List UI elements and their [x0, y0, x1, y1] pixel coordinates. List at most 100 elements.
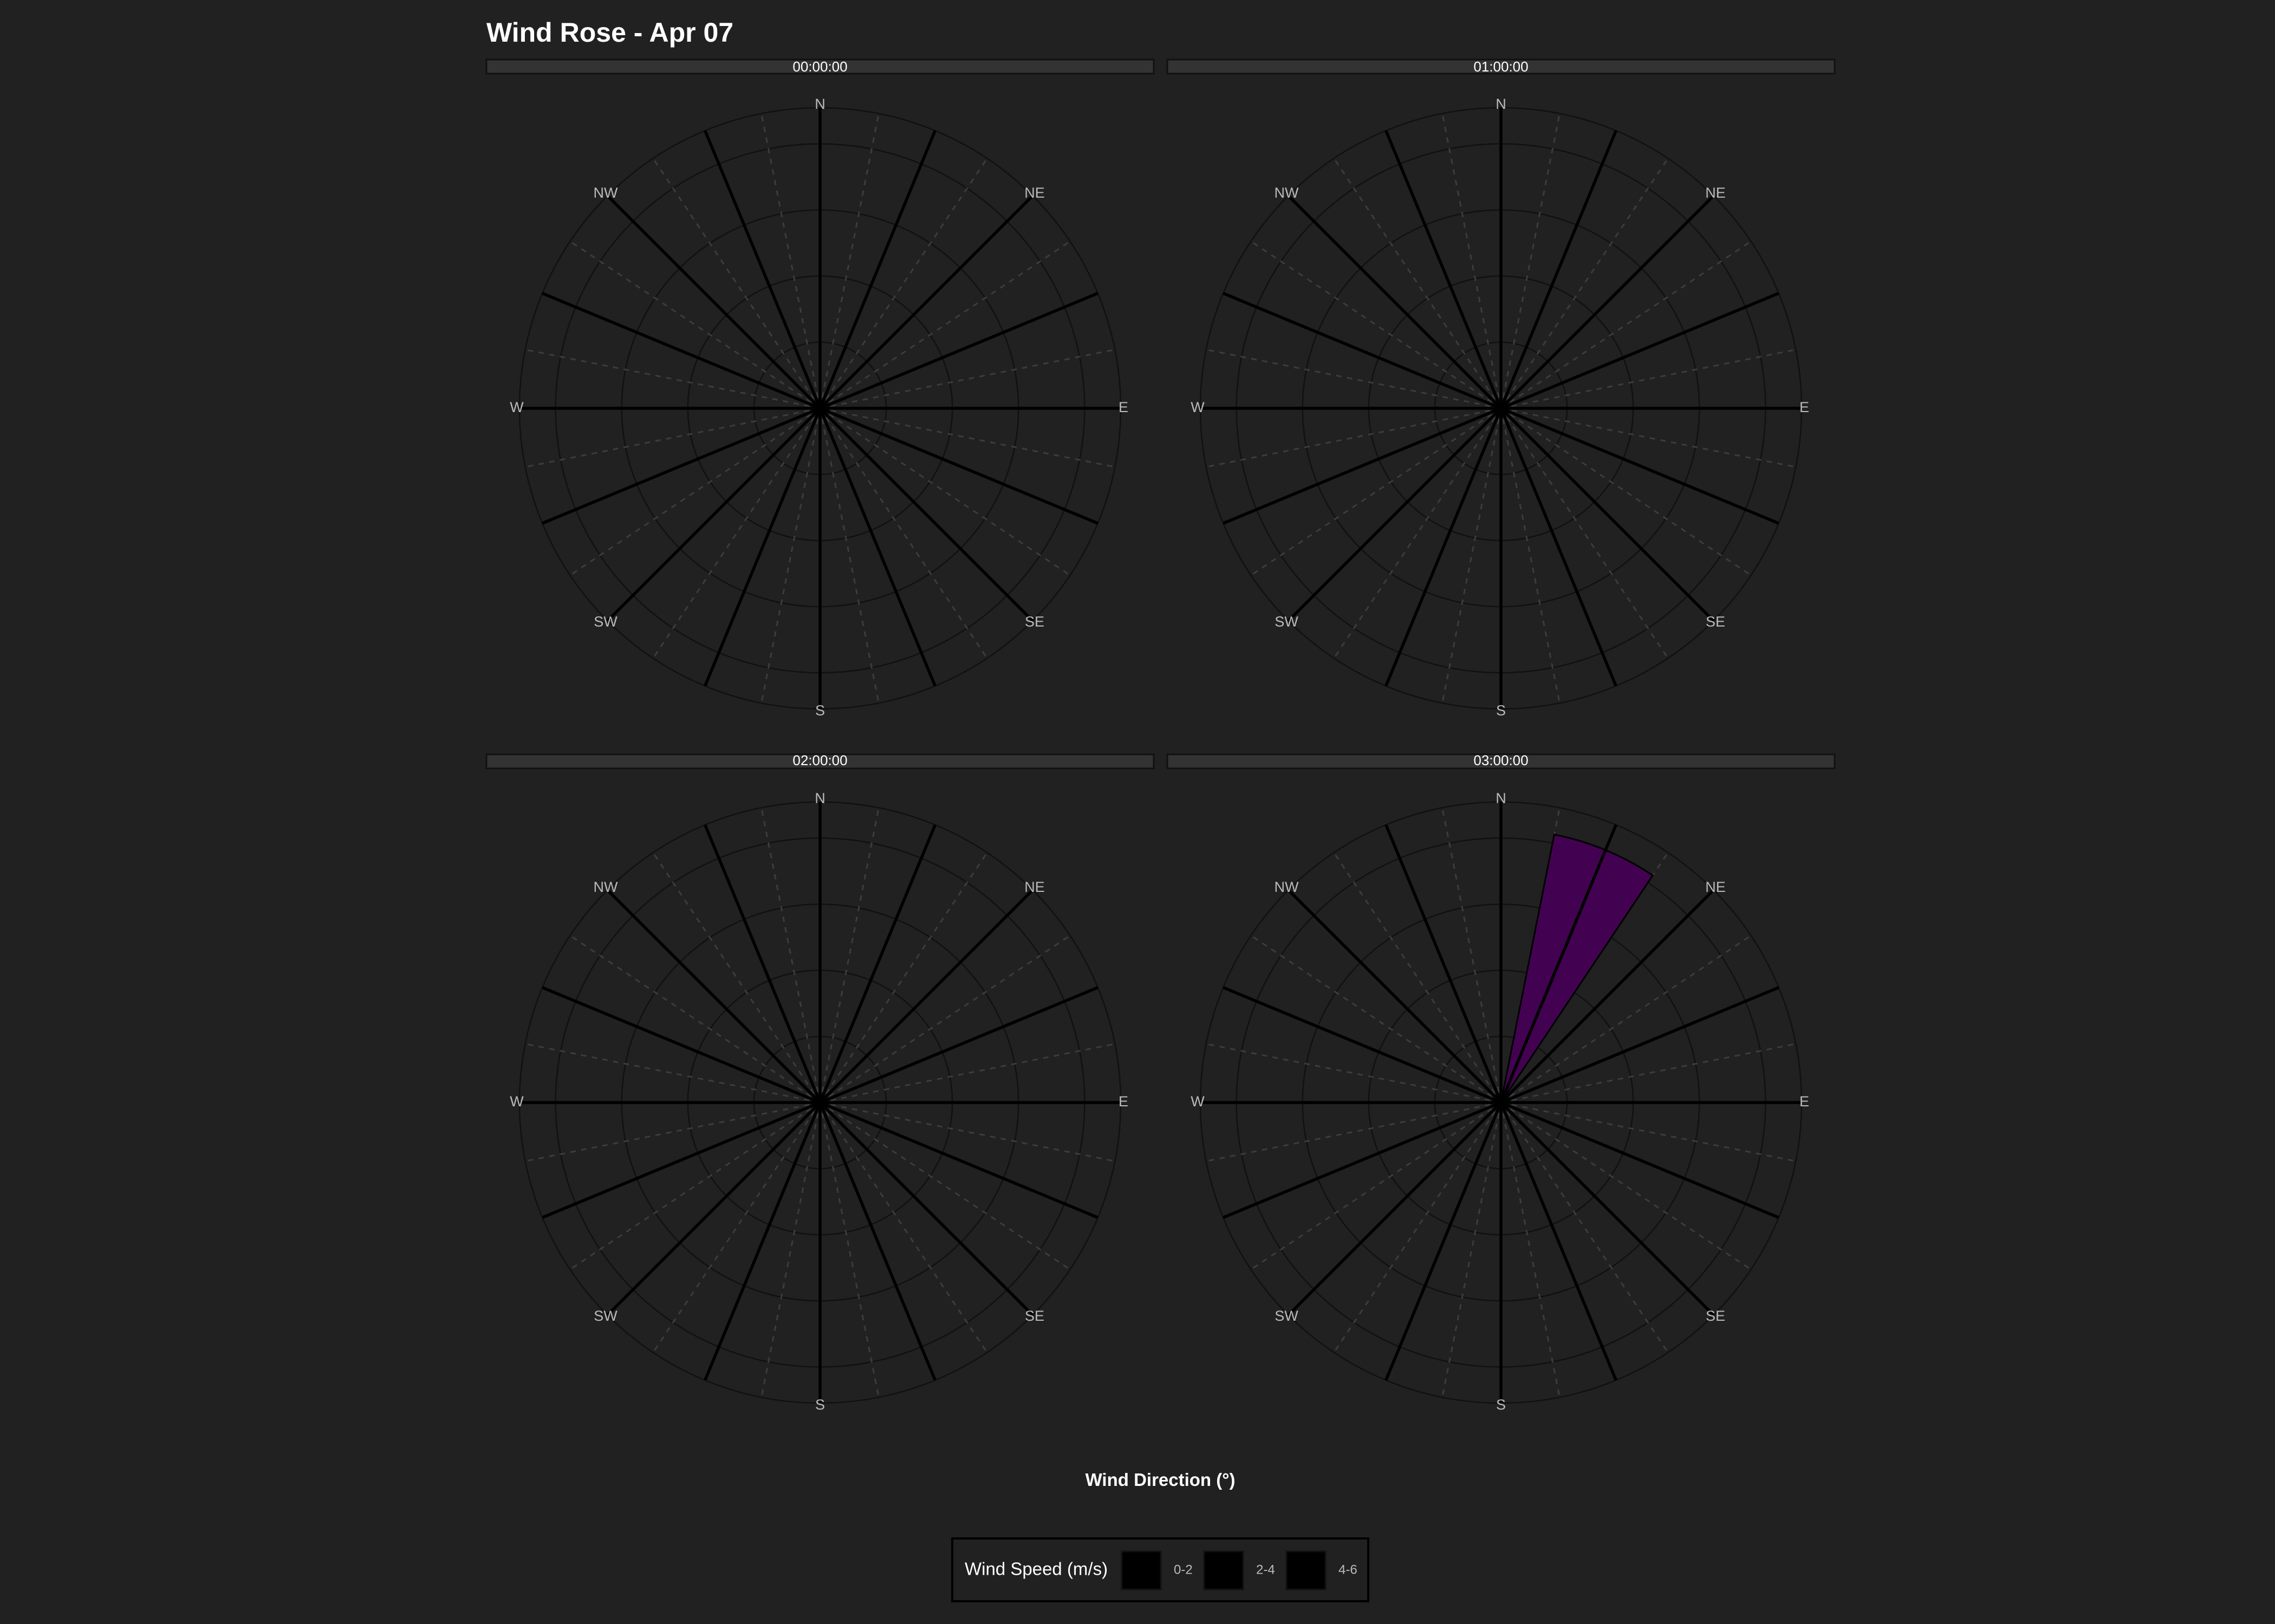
grid-minor-spoke [1500, 1102, 1669, 1353]
direction-label-s: S [1496, 1397, 1506, 1413]
facet-label-3: 02:00:00 [792, 752, 847, 768]
grid-major-spoke [1287, 889, 1502, 1104]
grid-minor-spoke [1441, 408, 1502, 703]
direction-label-sw: SW [594, 1308, 618, 1324]
grid-major-spoke [704, 824, 822, 1104]
grid-minor-spoke [1500, 1043, 1796, 1104]
direction-label-e: E [1119, 399, 1128, 415]
grid-minor-spoke [820, 407, 1071, 576]
grid-minor-spoke [1333, 408, 1502, 659]
grid-minor-spoke [819, 1102, 988, 1353]
grid-major-spoke [1384, 824, 1503, 1104]
grid-minor-spoke [1206, 349, 1502, 409]
grid-major-spoke [1287, 194, 1502, 409]
grid-major-spoke [704, 1101, 822, 1381]
grid-major-spoke [1500, 986, 1779, 1104]
facet-strip-1 [485, 58, 1155, 75]
grid-major-spoke [1499, 1101, 1617, 1381]
direction-label-sw: SW [1275, 1308, 1298, 1324]
grid-minor-spoke [652, 852, 821, 1103]
grid-minor-spoke [760, 807, 821, 1103]
direction-label-se: SE [1025, 1308, 1044, 1324]
grid-minor-spoke [1333, 852, 1502, 1103]
grid-major-spoke [1384, 407, 1503, 687]
grid-major-spoke [1500, 1101, 1779, 1219]
direction-label-nw: NW [594, 879, 618, 895]
facet-strip-4 [1166, 753, 1836, 769]
grid-minor-spoke [525, 407, 821, 468]
grid-major-spoke [819, 986, 1098, 1104]
grid-minor-spoke [525, 1101, 821, 1162]
grid-minor-spoke [1500, 935, 1752, 1104]
grid-minor-spoke [1500, 1101, 1796, 1162]
grid-minor-spoke [569, 407, 821, 576]
grid-minor-spoke [1500, 407, 1752, 576]
grid-minor-spoke [819, 807, 880, 1103]
grid-major-spoke [1223, 986, 1502, 1104]
grid-major-spoke [1499, 130, 1617, 409]
grid-major-spoke [1499, 407, 1617, 687]
legend-title: Wind Speed (m/s) [965, 1559, 1108, 1579]
direction-label-se: SE [1025, 614, 1044, 630]
direction-label-ne: NE [1024, 185, 1045, 201]
direction-label-s: S [1496, 702, 1506, 719]
legend-label-4-6: 4-6 [1338, 1562, 1357, 1577]
grid-minor-spoke [652, 408, 821, 659]
grid-minor-spoke [1500, 408, 1561, 703]
direction-label-w: W [510, 399, 524, 415]
grid-major-spoke [1499, 824, 1617, 1104]
grid-minor-spoke [652, 158, 821, 409]
grid-major-spoke [1500, 194, 1715, 409]
grid-minor-spoke [1206, 1043, 1502, 1104]
grid-minor-spoke [1441, 1102, 1502, 1398]
facet-label-1: 00:00:00 [792, 58, 847, 75]
grid-major-spoke [606, 889, 821, 1104]
direction-label-w: W [510, 1093, 524, 1110]
direction-label-n: N [1496, 96, 1506, 112]
direction-label-n: N [815, 96, 826, 112]
legend: Wind Speed (m/s) 0-2 2-4 4-6 [951, 1537, 1369, 1602]
grid-major-spoke [1500, 407, 1715, 622]
grid-minor-spoke [1250, 240, 1502, 409]
grid-major-spoke [1223, 407, 1502, 525]
grid-minor-spoke [819, 408, 880, 703]
grid-minor-spoke [525, 349, 821, 409]
polar-plot-3: N NE E SE S SW W NW [510, 790, 1128, 1413]
direction-label-s: S [815, 1397, 825, 1413]
grid-major-spoke [818, 1101, 937, 1381]
direction-label-sw: SW [594, 614, 618, 630]
direction-label-w: W [1191, 399, 1205, 415]
grid-minor-spoke [1441, 807, 1502, 1103]
grid-minor-spoke [819, 1102, 880, 1398]
grid-major-spoke [819, 889, 1034, 1104]
grid-minor-spoke [1500, 407, 1796, 468]
grid-minor-spoke [652, 1102, 821, 1353]
grid-major-spoke [818, 407, 937, 687]
grid-minor-spoke [819, 852, 988, 1103]
grid-major-spoke [1500, 889, 1715, 1104]
grid-minor-spoke [1500, 158, 1669, 409]
polar-plot-2: N NE E SE S SW W NW [1191, 96, 1809, 719]
grid-minor-spoke [1250, 935, 1502, 1104]
grid-minor-spoke [1500, 1101, 1752, 1270]
grid-major-spoke [818, 130, 937, 409]
grid-major-spoke [542, 986, 821, 1104]
grid-minor-spoke [819, 113, 880, 409]
grid-minor-spoke [1500, 408, 1669, 659]
grid-minor-spoke [820, 349, 1115, 409]
direction-label-w: W [1191, 1093, 1205, 1110]
grid-major-spoke [819, 407, 1034, 622]
direction-label-se: SE [1706, 1308, 1725, 1324]
grid-major-spoke [1384, 1101, 1503, 1381]
grid-minor-spoke [1206, 407, 1502, 468]
grid-major-spoke [1287, 1101, 1502, 1316]
grid-minor-spoke [569, 1101, 821, 1270]
x-axis-label: Wind Direction (°) [1086, 1470, 1236, 1490]
direction-label-e: E [1799, 399, 1809, 415]
grid-major-spoke [704, 407, 822, 687]
grid-major-spoke [606, 194, 821, 409]
grid-minor-spoke [820, 1101, 1115, 1162]
facet-label-2: 01:00:00 [1473, 58, 1528, 75]
grid-minor-spoke [1333, 158, 1502, 409]
